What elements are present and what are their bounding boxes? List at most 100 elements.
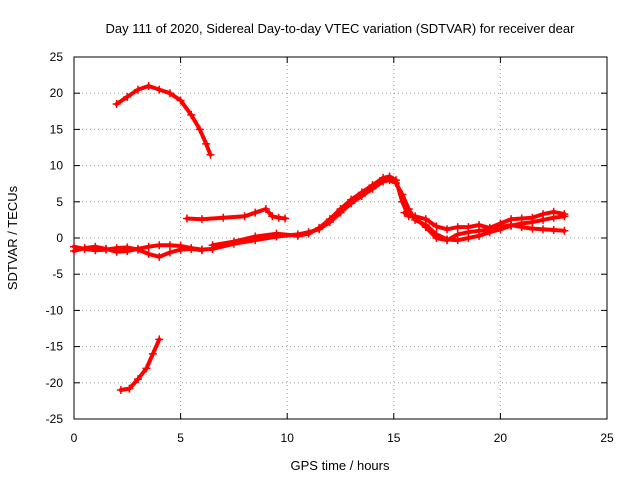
data-point [453, 223, 462, 232]
data-point [101, 244, 110, 253]
data-point [197, 215, 206, 224]
data-point [379, 173, 388, 182]
data-point [208, 241, 217, 250]
data-point [539, 225, 548, 234]
data-point [517, 223, 526, 232]
data-point [421, 215, 430, 224]
data-point [133, 244, 142, 253]
data-point [240, 212, 249, 221]
data-point [187, 110, 196, 119]
data-point [560, 226, 569, 235]
data-point [123, 92, 132, 101]
data-point [421, 223, 430, 232]
x-axis-label: GPS time / hours [291, 458, 390, 473]
y-tick-label: 25 [50, 50, 64, 64]
data-point [91, 242, 100, 251]
data-point [133, 375, 142, 384]
x-tick-label: 15 [387, 431, 401, 445]
grid [74, 57, 607, 419]
y-tick-label: 15 [50, 122, 64, 136]
data-point [549, 226, 558, 235]
data-point [507, 220, 516, 229]
data-point [398, 197, 407, 206]
data-point [368, 181, 377, 190]
data-point [176, 241, 185, 250]
x-tick-label: 0 [71, 431, 78, 445]
data-point [325, 215, 334, 224]
data-point [485, 225, 494, 234]
data-point [144, 249, 153, 258]
data-point [391, 176, 400, 185]
x-tick-label: 25 [600, 431, 614, 445]
data-point [496, 223, 505, 232]
data-point [549, 207, 558, 216]
data-point [229, 237, 238, 246]
data-point [195, 125, 204, 134]
data-point [116, 386, 125, 395]
data-point [187, 244, 196, 253]
y-tick-label: -25 [46, 412, 64, 426]
data-point [528, 213, 537, 222]
data-point [293, 231, 302, 240]
data-point [261, 205, 270, 214]
data-point [155, 252, 164, 261]
data-point [148, 349, 157, 358]
data-point [70, 247, 78, 256]
data-point [251, 208, 260, 217]
data-point [281, 214, 290, 223]
y-tick-label: 10 [50, 159, 64, 173]
data-point [155, 335, 164, 344]
data-point [155, 241, 164, 250]
data-point [133, 85, 142, 94]
data-point [80, 244, 89, 253]
x-tick-label: 20 [494, 431, 508, 445]
data-point [123, 247, 132, 256]
data-point [112, 100, 121, 109]
data-point [206, 150, 215, 159]
data-point [251, 232, 260, 241]
data-point [165, 241, 174, 250]
series-arc-main-c [402, 210, 567, 243]
plot-frame [73, 56, 608, 420]
data-point [517, 214, 526, 223]
data-point [165, 89, 174, 98]
series-layer [70, 81, 569, 395]
data-point [197, 245, 206, 254]
y-tick-label: -20 [46, 376, 64, 390]
data-point [268, 212, 277, 221]
data-point [475, 226, 484, 235]
data-point [400, 208, 409, 217]
data-point [432, 234, 441, 242]
y-tick-label: -10 [46, 303, 64, 317]
data-point [112, 247, 121, 256]
y-tick-label: 20 [50, 86, 64, 100]
data-point [336, 205, 345, 214]
data-point [464, 228, 473, 237]
data-point [528, 224, 537, 233]
y-tick-label: -5 [52, 267, 63, 281]
data-point [144, 242, 153, 251]
data-point [385, 172, 394, 181]
data-point [411, 213, 420, 222]
data-point [443, 225, 452, 234]
data-point [560, 210, 569, 219]
data-point [304, 229, 313, 238]
y-tick-label: 0 [56, 231, 63, 245]
data-point [155, 85, 164, 94]
y-tick-label: 5 [56, 195, 63, 209]
data-point [443, 236, 452, 245]
y-tick-label: -15 [46, 340, 64, 354]
data-point [202, 139, 211, 148]
data-point [453, 230, 462, 239]
data-point [142, 364, 151, 373]
data-point [176, 96, 185, 105]
x-tick-label: 10 [281, 431, 295, 445]
x-tick-label: 5 [177, 431, 184, 445]
data-point [182, 214, 191, 223]
data-point [357, 188, 366, 197]
data-point [315, 223, 324, 232]
data-point [539, 210, 548, 219]
chart-title: Day 111 of 2020, Sidereal Day-to-day VTE… [106, 21, 576, 36]
data-point [347, 195, 356, 204]
